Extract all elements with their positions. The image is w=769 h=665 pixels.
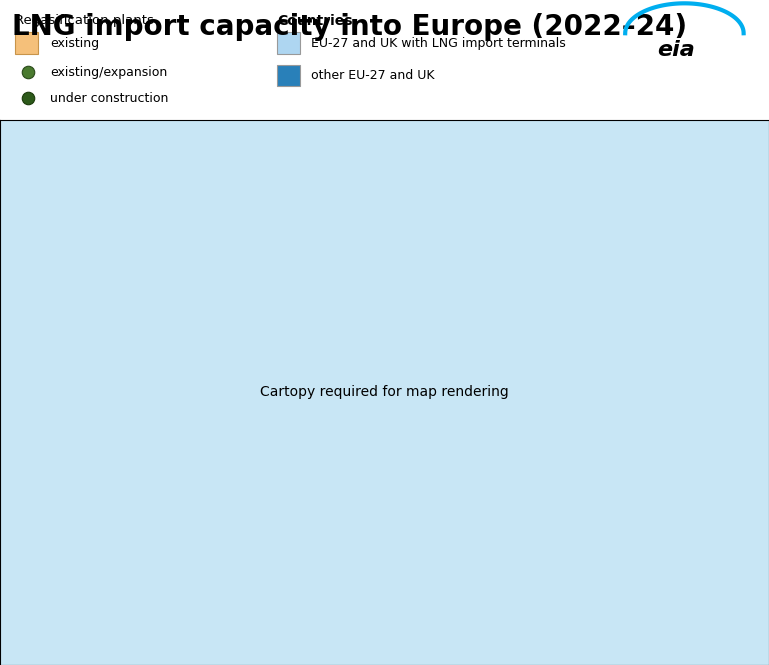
FancyBboxPatch shape: [277, 33, 300, 54]
Text: EU-27 and UK with LNG import terminals: EU-27 and UK with LNG import terminals: [311, 37, 566, 50]
Text: Cartopy required for map rendering: Cartopy required for map rendering: [260, 385, 509, 400]
Text: existing: existing: [50, 37, 99, 50]
FancyBboxPatch shape: [277, 65, 300, 86]
FancyBboxPatch shape: [15, 33, 38, 54]
Text: Regasification plants: Regasification plants: [15, 15, 155, 27]
Text: LNG import capacity into Europe (2022–24): LNG import capacity into Europe (2022–24…: [12, 13, 687, 41]
Text: eia: eia: [657, 40, 695, 60]
Text: under construction: under construction: [50, 92, 168, 104]
Text: other EU-27 and UK: other EU-27 and UK: [311, 69, 435, 82]
Text: Countries: Countries: [277, 15, 352, 29]
Text: existing/expansion: existing/expansion: [50, 66, 167, 79]
